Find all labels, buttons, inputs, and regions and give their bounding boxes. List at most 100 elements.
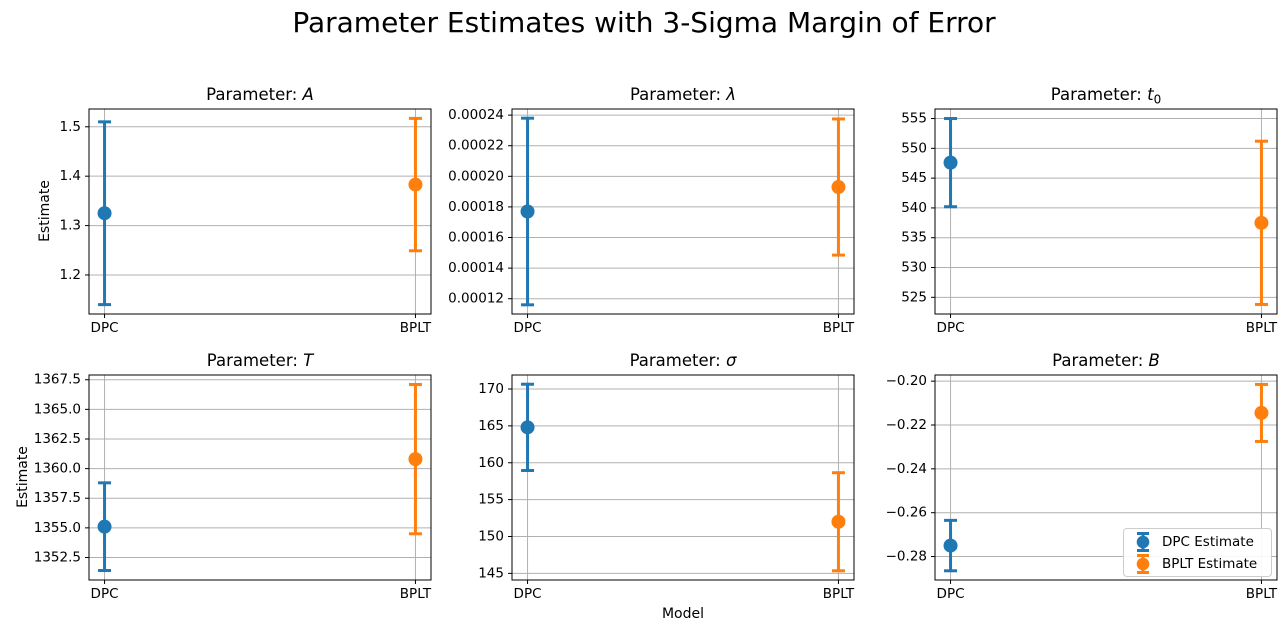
y-tick-label: 1352.5 bbox=[34, 549, 81, 565]
errorbar-BPLT-t0 bbox=[1254, 139, 1269, 306]
y-tick-label: 1365.0 bbox=[34, 401, 81, 417]
y-tick-label: 1360.0 bbox=[34, 461, 81, 477]
y-tick-label: 1357.5 bbox=[34, 490, 81, 506]
x-tick-label: BPLT bbox=[400, 320, 432, 336]
errorbar-DPC-sigma bbox=[520, 382, 535, 472]
x-tick-label: BPLT bbox=[823, 320, 855, 336]
estimate-marker bbox=[520, 420, 535, 435]
x-tick-label: DPC bbox=[937, 320, 965, 336]
estimate-marker bbox=[943, 538, 958, 553]
y-tick-label: −0.22 bbox=[886, 417, 927, 433]
subplot-A: 1.2 1.3 1.4 1.5 DPC BPLT Parameter: A bbox=[60, 85, 432, 336]
y-tick-label: 530 bbox=[901, 260, 927, 276]
y-axis-label-row2: Estimate bbox=[15, 446, 31, 508]
x-axis-label: Model bbox=[661, 606, 705, 622]
subplot-title-t0: Parameter: t0 bbox=[1051, 85, 1161, 107]
y-tick-label: 550 bbox=[901, 140, 927, 156]
legend: DPC Estimate BPLT Estimate bbox=[1123, 528, 1272, 577]
y-tick-label: −0.28 bbox=[886, 549, 927, 565]
y-tick-label: 525 bbox=[901, 289, 927, 305]
errorbar-BPLT-T bbox=[408, 382, 423, 536]
axes-frame bbox=[511, 108, 855, 315]
axes-frame bbox=[511, 374, 855, 581]
y-tick-label: 160 bbox=[478, 455, 504, 471]
y-tick-label: 0.00020 bbox=[448, 168, 504, 184]
y-tick-label: 540 bbox=[901, 200, 927, 216]
errorbar-BPLT-A bbox=[408, 116, 423, 253]
legend-item-bplt: BPLT Estimate bbox=[1133, 553, 1262, 575]
x-tick-label: DPC bbox=[91, 586, 119, 602]
subplot-t0: 525 530 535 540 545 550 555 DPC BPLT Parameter: t… bbox=[901, 85, 1278, 336]
y-tick-label: 0.00012 bbox=[448, 291, 504, 307]
subplot-T: 1352.5 1355.0 1357.5 1360.0 1362.5 1365.0 1367… bbox=[34, 351, 432, 602]
y-tick-label: 155 bbox=[478, 492, 504, 508]
y-tick-label: 0.00022 bbox=[448, 138, 504, 154]
estimate-marker bbox=[831, 180, 846, 195]
legend-label-dpc: DPC Estimate bbox=[1162, 534, 1254, 550]
y-tick-label: 1.3 bbox=[60, 218, 81, 234]
y-tick-label: 165 bbox=[478, 418, 504, 434]
subplot-title-sigma: Parameter: σ bbox=[630, 351, 737, 370]
estimate-marker bbox=[97, 519, 112, 534]
y-tick-label: 0.00014 bbox=[448, 260, 504, 276]
x-tick-label: BPLT bbox=[1246, 320, 1278, 336]
x-tick-label: DPC bbox=[937, 586, 965, 602]
axes-frame bbox=[934, 374, 1278, 581]
estimate-marker bbox=[408, 177, 423, 192]
y-tick-label: 145 bbox=[478, 565, 504, 581]
errorbar-BPLT-sigma bbox=[831, 471, 846, 573]
estimate-marker bbox=[520, 204, 535, 219]
y-tick-label: 170 bbox=[478, 381, 504, 397]
y-tick-label: −0.24 bbox=[886, 461, 927, 477]
y-tick-label: 1.4 bbox=[60, 168, 81, 184]
y-tick-label: 0.00018 bbox=[448, 199, 504, 215]
subplot-title-B: Parameter: B bbox=[1052, 351, 1160, 370]
estimate-marker bbox=[1254, 215, 1269, 230]
errorbar-DPC-lambda bbox=[520, 116, 535, 307]
x-tick-label: DPC bbox=[514, 586, 542, 602]
y-tick-label: 1.2 bbox=[60, 267, 81, 283]
y-tick-label: 545 bbox=[901, 170, 927, 186]
x-tick-label: DPC bbox=[514, 320, 542, 336]
axes-frame bbox=[88, 374, 432, 581]
x-tick-label: BPLT bbox=[1246, 586, 1278, 602]
y-tick-label: 1355.0 bbox=[34, 520, 81, 536]
estimate-marker bbox=[97, 206, 112, 221]
errorbar-BPLT-B bbox=[1254, 382, 1269, 443]
x-tick-label: BPLT bbox=[400, 586, 432, 602]
y-axis-label-row1: Estimate bbox=[37, 180, 53, 242]
subplot-lambda: 0.00012 0.00014 0.00016 0.00018 0.00020 0.000… bbox=[448, 85, 855, 336]
y-tick-label: 1362.5 bbox=[34, 431, 81, 447]
errorbar-marker-icon bbox=[1136, 532, 1150, 552]
y-tick-label: −0.26 bbox=[886, 505, 927, 521]
axes-frame bbox=[88, 108, 432, 315]
subplot-sigma: 145 150 155 160 165 170 DPC BPLT Parameter: σ bbox=[478, 351, 855, 602]
figure-title: Parameter Estimates with 3-Sigma Margin … bbox=[292, 6, 996, 39]
errorbar-DPC-A bbox=[97, 120, 112, 307]
subplot-title-A: Parameter: A bbox=[206, 85, 314, 104]
x-tick-label: DPC bbox=[91, 320, 119, 336]
y-tick-label: −0.20 bbox=[886, 373, 927, 389]
estimate-marker bbox=[943, 155, 958, 170]
legend-label-bplt: BPLT Estimate bbox=[1162, 556, 1258, 572]
y-tick-label: 0.00024 bbox=[448, 107, 504, 123]
errorbar-BPLT-lambda bbox=[831, 117, 846, 257]
axes-frame bbox=[934, 108, 1278, 315]
y-tick-label: 555 bbox=[901, 111, 927, 127]
estimate-marker bbox=[1254, 405, 1269, 420]
y-tick-label: 0.00016 bbox=[448, 230, 504, 246]
estimate-marker bbox=[408, 452, 423, 467]
errorbar-DPC-t0 bbox=[943, 117, 958, 209]
y-tick-label: 1.5 bbox=[60, 119, 81, 135]
subplot-title-lambda: Parameter: λ bbox=[630, 85, 736, 104]
y-tick-label: 535 bbox=[901, 230, 927, 246]
subplot-B: −0.28 −0.26 −0.24 −0.22 −0.20 DPC BPLT Paramete… bbox=[886, 351, 1278, 602]
x-tick-label: BPLT bbox=[823, 586, 855, 602]
subplot-title-T: Parameter: T bbox=[207, 351, 315, 370]
legend-item-dpc: DPC Estimate bbox=[1133, 531, 1262, 553]
errorbar-DPC-B bbox=[943, 518, 958, 573]
errorbar-DPC-T bbox=[97, 481, 112, 573]
y-tick-label: 150 bbox=[478, 528, 504, 544]
errorbar-marker-icon bbox=[1136, 554, 1150, 574]
